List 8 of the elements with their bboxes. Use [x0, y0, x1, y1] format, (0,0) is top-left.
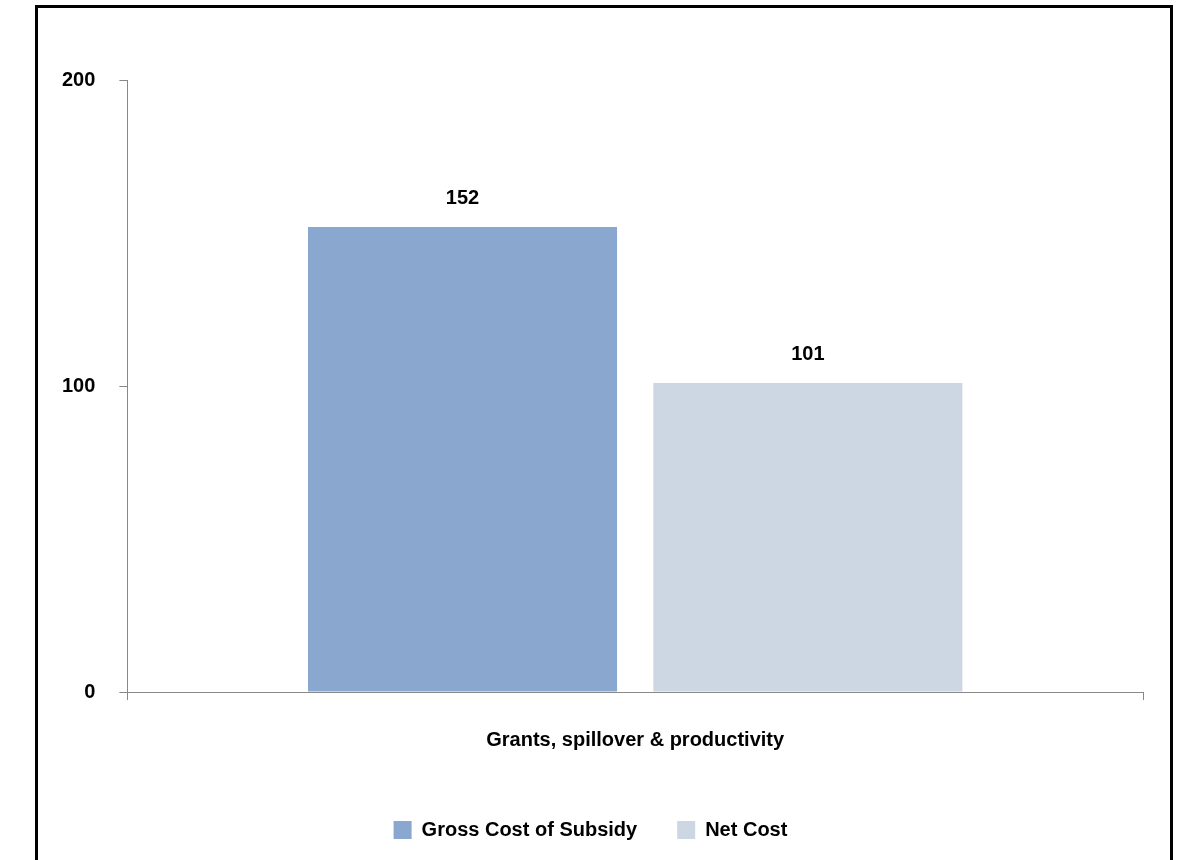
y-tick-label: 200: [61, 67, 96, 90]
x-tick-label: Grants, spillover & productivity: [486, 727, 785, 750]
legend-label: Gross Cost of Subsidy: [421, 817, 639, 840]
data-label: 152: [445, 186, 480, 209]
y-tick-label: 0: [84, 679, 96, 702]
legend-label: Net Cost: [705, 817, 788, 840]
y-tick-label: 100: [61, 373, 96, 396]
data-label: 101: [791, 342, 825, 365]
